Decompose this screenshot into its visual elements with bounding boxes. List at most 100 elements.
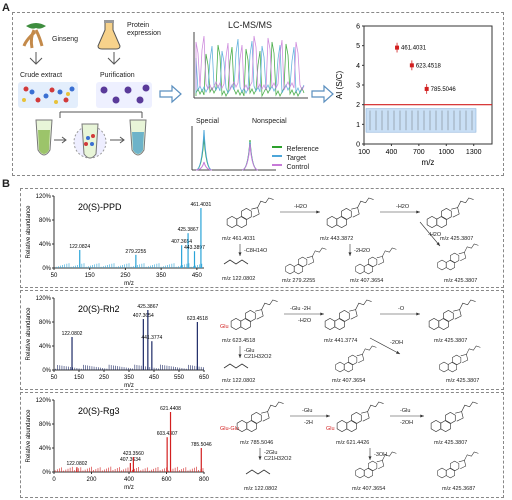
ring-system	[326, 207, 360, 228]
point-label: 461.4031	[401, 46, 427, 52]
x-tick-label: 100	[358, 149, 370, 156]
purification-label: Purification	[100, 72, 135, 79]
pathway-label: Glu	[326, 426, 335, 432]
peak-label: 122.0802	[62, 331, 83, 337]
y-tick-label: 80%	[39, 422, 52, 428]
pathway-label: m/z 425.3807	[446, 378, 479, 384]
chrom-trace	[195, 38, 305, 94]
pathway-label: m/z 785.5046	[240, 440, 273, 446]
pathway-arrowhead	[238, 252, 242, 256]
ring-system	[428, 309, 462, 330]
peak-label: 461.4031	[190, 202, 211, 208]
ring-system	[236, 411, 270, 432]
x-tick-label: 50	[51, 375, 58, 381]
ring-system	[226, 207, 260, 228]
ring-system	[335, 354, 365, 373]
crude-extract-label: Crude extract	[20, 72, 63, 79]
legend-item-control: Control	[272, 156, 319, 171]
peak-label: 407.3654	[171, 239, 192, 245]
pathway-label: -2Glu	[264, 450, 277, 456]
peak-label: 279.2255	[125, 249, 146, 255]
ring-system	[437, 460, 467, 479]
y-tick-label: 0	[356, 142, 360, 149]
steroid-structure	[226, 197, 274, 228]
side-chain	[459, 299, 476, 310]
lcms-chromatogram	[193, 32, 308, 99]
legend-swatch-target	[272, 154, 282, 157]
crude-extract-molecules	[18, 82, 78, 108]
pathway-label: -2OH	[400, 420, 413, 426]
side-chain	[464, 243, 479, 253]
pathway-label: -3OH	[374, 452, 387, 458]
side-chain	[464, 451, 479, 461]
side-chain	[257, 197, 274, 208]
pathway-label: m/z 425.3807	[434, 338, 467, 344]
arrow-to-scatter	[311, 84, 334, 104]
special-label: Special	[196, 118, 219, 125]
pathway-label: m/z 407.3654	[352, 486, 385, 492]
x-tick-label: 50	[51, 273, 58, 279]
ring-system	[355, 460, 385, 479]
pathway-arrowhead	[316, 210, 320, 214]
pathway-arrow	[369, 337, 401, 355]
side-chain	[267, 401, 284, 412]
x-tick-label: 1000	[438, 149, 454, 156]
legend-swatch-reference	[272, 145, 282, 148]
y-axis-label: Relative abundance	[26, 205, 32, 259]
x-tick-label: 150	[85, 273, 96, 279]
peak-label: 425.3867	[137, 304, 158, 310]
steroid-structure	[430, 401, 478, 432]
x-tick-label: 800	[199, 477, 210, 483]
steroid-structure	[355, 247, 397, 275]
pathway-label: m/z 122.0802	[222, 378, 255, 384]
ppd-frame	[20, 188, 504, 288]
x-tick-label: 400	[124, 477, 135, 483]
rg3-fragmentation-pathway: Glu-Glu m/z 785.5046 -Glu -2H Glu m/z 621.442…	[220, 401, 479, 492]
pathway-arrowhead	[258, 456, 262, 460]
legend-item-reference: Reference	[272, 138, 319, 153]
y-tick-label: 120%	[36, 194, 52, 200]
pathway-label: -H2O	[294, 204, 308, 210]
data-point	[409, 63, 414, 68]
pathway-label: -Glu -2H	[290, 306, 311, 312]
x-axis-label: m/z	[124, 485, 134, 491]
y-tick-label: 0%	[42, 266, 51, 272]
peak-label: 122.0802	[66, 461, 87, 467]
protein-expression-label: Protein expression	[127, 22, 161, 37]
chrom-trace	[195, 35, 305, 92]
arrow-to-lcms	[159, 84, 182, 104]
data-point	[424, 86, 429, 91]
steroid-structure	[426, 197, 474, 228]
x-tick-label: 200	[86, 477, 97, 483]
x-tick-label: 350	[156, 273, 167, 279]
pathway-label: Glu-Glu	[220, 426, 239, 432]
pathway-arrowhead	[326, 414, 330, 418]
ring-system	[437, 252, 467, 271]
spectrum-title: 20(S)-PPD	[78, 202, 122, 212]
steroid-structure	[437, 451, 479, 479]
chromatogram-legend: Reference Target Control	[272, 138, 319, 171]
pathway-label: m/z 279.2255	[282, 278, 315, 284]
panel-a-label: A	[2, 2, 10, 14]
pathway-label: m/z 623.4518	[222, 338, 255, 344]
ginseng-root-icon	[22, 23, 46, 49]
x-tick-label: 150	[74, 375, 85, 381]
steroid-structure	[437, 243, 479, 271]
y-tick-label: 0%	[42, 470, 51, 476]
pathway-label: m/z 425.3687	[442, 486, 475, 492]
pathway-label: m/z 425.3807	[444, 278, 477, 284]
x-tick-label: 700	[413, 149, 425, 156]
ring-system	[355, 256, 385, 275]
y-tick-label: 6	[356, 24, 360, 31]
pathway-label: -Glu	[400, 408, 410, 414]
x-tick-label: 250	[99, 375, 110, 381]
ring-system	[230, 309, 264, 330]
x-tick-label: 550	[174, 375, 185, 381]
side-chain	[457, 197, 474, 208]
legend-label-reference: Reference	[286, 146, 319, 153]
steroid-structure	[428, 299, 476, 330]
y-tick-label: 40%	[39, 446, 52, 452]
peak-label: 441.3774	[141, 335, 162, 341]
y-tick-label: 40%	[39, 242, 52, 248]
